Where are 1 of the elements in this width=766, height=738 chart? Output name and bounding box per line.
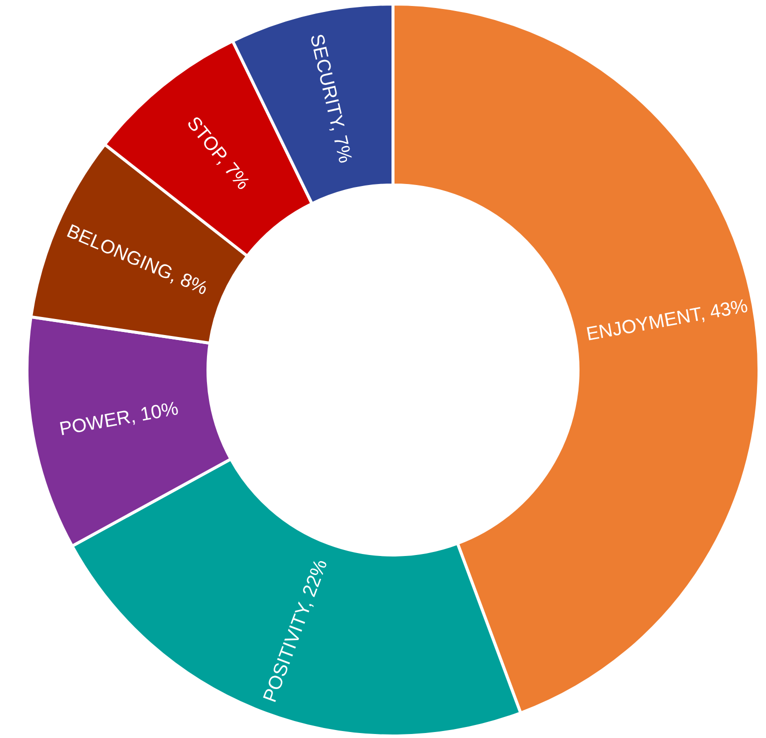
slice-label: POWER, 10%	[58, 398, 180, 440]
